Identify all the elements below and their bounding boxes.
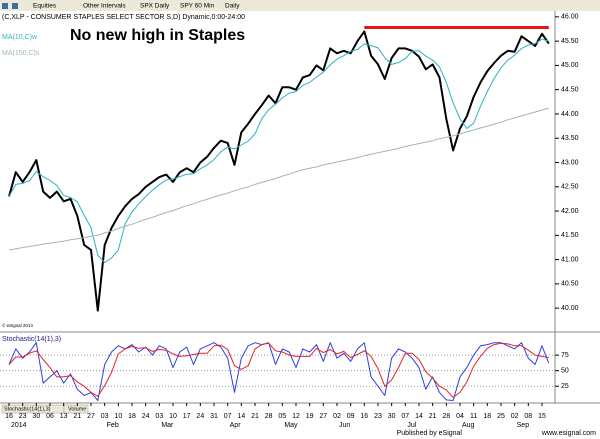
y-tick-label: 50: [561, 368, 569, 375]
x-tick-label: 03: [155, 413, 163, 420]
x-tick-label: 14: [415, 413, 423, 420]
y-tick-label: 46.00: [561, 14, 579, 21]
toolbar-item[interactable]: Equities: [33, 3, 57, 10]
toolbar-item[interactable]: Other Intervals: [83, 3, 126, 10]
x-tick-label: 18: [483, 413, 491, 420]
y-tick-label: 43.00: [561, 159, 579, 166]
x-tick-label: 02: [333, 413, 341, 420]
x-tick-label: 24: [196, 413, 204, 420]
x-tick-label: 03: [101, 413, 109, 420]
x-tick-label: 13: [60, 413, 68, 420]
tab-label[interactable]: Stochastic(14(1),3): [4, 406, 51, 412]
toolbar-item[interactable]: SPY 60 Min: [180, 3, 215, 10]
month-label: Aug: [462, 422, 475, 429]
month-label: Jun: [339, 422, 350, 429]
chart-title: (C,XLP - CONSUMER STAPLES SELECT SECTOR …: [2, 14, 245, 21]
x-tick-label: 04: [456, 413, 464, 420]
x-tick-label: 08: [524, 413, 532, 420]
y-tick-label: 44.00: [561, 111, 579, 118]
y-tick-label: 43.50: [561, 135, 579, 142]
y-tick-label: 40.50: [561, 281, 579, 288]
y-tick-label: 41.00: [561, 256, 579, 263]
x-tick-label: 31: [210, 413, 218, 420]
y-tick-label: 45.50: [561, 38, 579, 45]
copyright: © eSignal 2014: [2, 322, 33, 328]
toolbar: [0, 0, 600, 11]
x-tick-label: 23: [374, 413, 382, 420]
x-tick-label: 21: [429, 413, 437, 420]
series-line: [8, 30, 550, 312]
month-label: Sep: [517, 422, 530, 429]
y-tick-label: 25: [561, 383, 569, 390]
month-label: Feb: [107, 422, 119, 429]
x-tick-label: 06: [46, 413, 54, 420]
x-tick-label: 16: [5, 413, 13, 420]
x-tick-label: 10: [114, 413, 122, 420]
x-tick-label: 02: [511, 413, 519, 420]
x-tick-label: 21: [73, 413, 81, 420]
toolbar-item[interactable]: Daily: [225, 3, 240, 10]
month-label: Mar: [161, 422, 174, 429]
legend-entry: MA(150,C)s: [2, 50, 40, 57]
y-tick-label: 42.50: [561, 184, 579, 191]
annotation: No new high in Staples: [70, 27, 245, 44]
y-tick-label: 42.00: [561, 208, 579, 215]
month-label: 2014: [11, 422, 27, 429]
x-tick-label: 30: [32, 413, 40, 420]
x-tick-label: 15: [538, 413, 546, 420]
x-tick-label: 30: [388, 413, 396, 420]
y-tick-label: 40.00: [561, 305, 579, 312]
x-tick-label: 14: [237, 413, 245, 420]
toolbar-icon: [2, 3, 8, 9]
y-tick-label: 41.50: [561, 232, 579, 239]
month-label: May: [284, 422, 298, 429]
toolbar-icon: [12, 3, 18, 9]
x-tick-label: 07: [401, 413, 409, 420]
month-label: Jul: [407, 422, 416, 429]
x-tick-label: 17: [183, 413, 191, 420]
legend-entry: MA(10,C)w: [2, 34, 38, 41]
x-tick-label: 23: [19, 413, 27, 420]
x-tick-label: 27: [319, 413, 327, 420]
x-tick-label: 21: [251, 413, 259, 420]
x-tick-label: 28: [265, 413, 273, 420]
x-tick-label: 16: [360, 413, 368, 420]
x-tick-label: 27: [87, 413, 95, 420]
x-tick-label: 05: [278, 413, 286, 420]
x-tick-label: 19: [306, 413, 314, 420]
tab-label[interactable]: Volume: [68, 406, 86, 412]
month-label: Apr: [230, 422, 242, 429]
x-tick-label: 24: [142, 413, 150, 420]
publisher: Published by eSignal: [397, 430, 463, 437]
x-tick-label: 25: [497, 413, 505, 420]
x-tick-label: 09: [347, 413, 355, 420]
url: www.esignal.com: [541, 430, 596, 437]
x-tick-label: 07: [224, 413, 232, 420]
x-tick-label: 10: [169, 413, 177, 420]
y-tick-label: 45.00: [561, 62, 579, 69]
series-line: [8, 38, 549, 263]
x-tick-label: 11: [470, 413, 477, 420]
y-tick-label: 75: [561, 352, 569, 359]
indicator-title: Stochastic(14(1),3): [2, 336, 61, 343]
toolbar-item[interactable]: SPX Daily: [140, 3, 170, 10]
x-tick-label: 28: [442, 413, 450, 420]
y-tick-label: 44.50: [561, 87, 579, 94]
tab[interactable]: [63, 404, 89, 414]
x-tick-label: 12: [292, 413, 300, 420]
x-tick-label: 18: [128, 413, 136, 420]
series-line: [8, 107, 549, 251]
series-line: [8, 342, 549, 398]
